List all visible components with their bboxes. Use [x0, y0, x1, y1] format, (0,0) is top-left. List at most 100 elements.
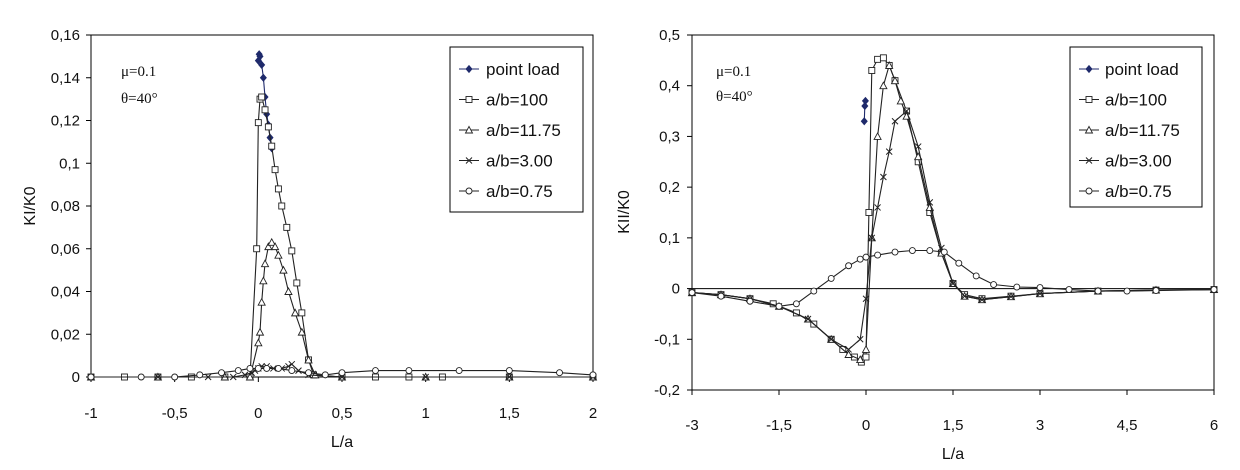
data-point-a-b-0-75 — [955, 259, 963, 267]
x-axis-label-right: L/a — [942, 446, 964, 463]
data-point-a-b-0-75 — [1013, 283, 1021, 291]
legend-marker — [465, 96, 473, 103]
data-point-a-b-100 — [274, 185, 282, 193]
plot-area-right — [691, 34, 1215, 391]
x-tick-label: 3 — [1036, 417, 1044, 434]
data-point-a-b-100 — [258, 93, 266, 101]
legend-entry-label: a/b=0.75 — [486, 182, 553, 201]
data-point-a-b-3-00 — [949, 280, 957, 287]
data-point-a-b-100 — [865, 209, 873, 216]
data-point-a-b-100 — [268, 142, 276, 150]
data-point-point-load — [861, 96, 869, 106]
legend-entry-label: point load — [486, 60, 560, 79]
data-point-a-b-0-75 — [254, 365, 262, 372]
legend-marker — [465, 64, 473, 74]
y-tick-label: 0,06 — [51, 241, 80, 258]
data-point-a-b-3-00 — [874, 204, 881, 211]
data-point-a-b-0-75 — [338, 369, 346, 377]
data-point-a-b-11-75 — [270, 242, 280, 251]
y-tick-label: 0,5 — [659, 27, 680, 44]
series-line-a-b-0-75 — [91, 367, 594, 378]
data-point-a-b-3-00 — [914, 143, 922, 150]
data-point-a-b-0-75 — [455, 367, 463, 375]
data-point-a-b-11-75 — [245, 372, 255, 381]
data-point-a-b-0-75 — [1152, 287, 1160, 295]
data-point-a-b-11-75 — [890, 76, 900, 85]
data-point-a-b-100 — [862, 353, 870, 361]
data-point-a-b-0-75 — [274, 365, 282, 372]
data-point-a-b-3-00 — [1036, 290, 1044, 297]
data-point-a-b-100 — [278, 202, 286, 210]
data-point-point-load — [861, 101, 869, 111]
data-point-a-b-11-75 — [260, 259, 270, 268]
y-tick-label: 0,12 — [51, 113, 80, 130]
data-point-a-b-0-75 — [305, 369, 312, 377]
data-point-a-b-100 — [874, 55, 882, 63]
x-tick-label: 1,5 — [943, 417, 964, 434]
data-point-a-b-0-75 — [845, 262, 853, 270]
data-point-a-b-0-75 — [288, 367, 296, 375]
data-point-a-b-0-75 — [972, 272, 980, 280]
data-point-a-b-0-75 — [990, 281, 998, 288]
data-point-a-b-11-75 — [879, 81, 888, 90]
y-tick-label: 0,2 — [659, 179, 680, 196]
data-point-a-b-3-00 — [978, 296, 986, 304]
legend-entry-label: point load — [1105, 60, 1179, 79]
data-point-a-b-0-75 — [234, 367, 242, 375]
data-point-a-b-3-00 — [885, 148, 893, 155]
data-point-a-b-100 — [283, 223, 291, 231]
data-point-a-b-0-75 — [218, 369, 225, 377]
data-point-a-b-11-75 — [861, 344, 871, 353]
data-point-a-b-3-00 — [288, 360, 296, 368]
data-point-point-load — [259, 73, 267, 82]
data-point-a-b-0-75 — [1123, 287, 1131, 295]
data-point-a-b-3-00 — [903, 107, 910, 115]
legend-entry-label: a/b=0.75 — [1105, 182, 1172, 201]
legend-box — [1069, 46, 1203, 208]
x-axis-label-left: L/a — [331, 434, 353, 451]
x-tick-label: 0 — [254, 405, 262, 422]
data-point-a-b-0-75 — [1094, 287, 1102, 295]
series-group-left — [86, 50, 598, 381]
y-tick-label: 0,08 — [51, 198, 80, 215]
series-line-a-b-3-00 — [691, 110, 1215, 351]
y-tick-label: 0 — [672, 281, 680, 298]
data-point-a-b-3-00 — [891, 117, 899, 125]
y-tick-label: -0,2 — [654, 382, 680, 399]
legend-marker — [1085, 64, 1093, 74]
data-point-a-b-11-75 — [255, 327, 265, 336]
y-tick-label: 0,04 — [51, 284, 80, 301]
x-tick-label: 1,5 — [499, 405, 520, 422]
chart-left: -1 -0,5 0 0,5 1 1,5 2 0 0,02 0,04 0,06 0,08 0,1 0,12 0… — [22, 27, 598, 451]
y-tick-label: 0,02 — [51, 326, 80, 343]
legend-entry-label: a/b=100 — [1105, 91, 1167, 110]
data-point-a-b-11-75 — [279, 265, 288, 274]
data-point-a-b-3-00 — [505, 373, 513, 381]
data-point-a-b-0-75 — [1210, 286, 1218, 294]
data-point-a-b-3-00 — [862, 295, 870, 303]
data-point-a-b-3-00 — [422, 373, 430, 381]
data-point-a-b-100 — [288, 247, 296, 255]
data-point-a-b-100 — [253, 245, 261, 253]
data-point-a-b-3-00 — [856, 335, 864, 343]
data-point-a-b-11-75 — [284, 287, 293, 295]
annotation-theta-right: θ=40° — [716, 89, 753, 105]
legend-entry-label: a/b=3.00 — [1105, 152, 1172, 171]
series-line-a-b-3-00 — [91, 363, 593, 378]
data-point-a-b-3-00 — [1007, 293, 1015, 301]
data-point-a-b-0-75 — [263, 365, 271, 372]
x-tick-label: 0,5 — [332, 405, 353, 422]
y-tick-label: 0,3 — [659, 128, 680, 145]
data-point-a-b-11-75 — [254, 338, 263, 347]
data-point-a-b-0-75 — [908, 247, 916, 254]
data-point-a-b-0-75 — [717, 292, 725, 300]
data-point-a-b-3-00 — [961, 292, 968, 300]
y-axis-label-right: KII/K0 — [616, 190, 633, 234]
data-point-a-b-100 — [879, 54, 887, 62]
legend-marker — [464, 125, 474, 134]
data-point-a-b-3-00 — [880, 173, 887, 181]
data-point-a-b-3-00 — [868, 234, 876, 242]
data-point-a-b-0-75 — [87, 373, 95, 381]
data-point-a-b-3-00 — [241, 371, 249, 379]
